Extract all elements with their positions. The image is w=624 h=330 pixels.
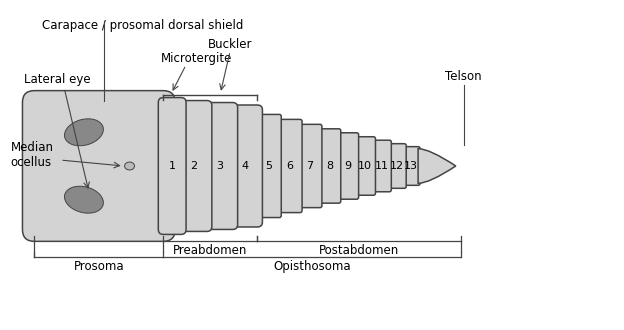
Text: Prosoma: Prosoma (74, 260, 124, 273)
FancyBboxPatch shape (337, 133, 359, 199)
Text: 11: 11 (374, 161, 388, 171)
Text: Telson: Telson (446, 70, 482, 83)
Text: Postabdomen: Postabdomen (319, 244, 399, 257)
Ellipse shape (64, 186, 104, 213)
FancyBboxPatch shape (298, 124, 322, 208)
Text: 3: 3 (217, 161, 223, 171)
FancyBboxPatch shape (255, 115, 281, 217)
Text: 6: 6 (286, 161, 293, 171)
Text: Median
ocellus: Median ocellus (11, 141, 54, 169)
FancyBboxPatch shape (176, 101, 212, 231)
PathPatch shape (418, 148, 456, 183)
Text: 7: 7 (306, 161, 314, 171)
FancyBboxPatch shape (388, 144, 406, 188)
FancyBboxPatch shape (228, 105, 263, 227)
Text: 5: 5 (265, 161, 272, 171)
Text: 8: 8 (326, 161, 333, 171)
Text: 9: 9 (344, 161, 351, 171)
Text: Opisthosoma: Opisthosoma (273, 260, 351, 273)
Text: 2: 2 (190, 161, 198, 171)
Text: Preabdomen: Preabdomen (173, 244, 248, 257)
Text: 10: 10 (358, 161, 372, 171)
FancyBboxPatch shape (202, 103, 238, 229)
Text: 1: 1 (168, 161, 176, 171)
Text: 13: 13 (404, 161, 418, 171)
Text: Lateral eye: Lateral eye (24, 73, 91, 86)
Ellipse shape (125, 162, 135, 170)
FancyBboxPatch shape (354, 137, 376, 195)
FancyBboxPatch shape (22, 91, 175, 241)
Ellipse shape (64, 119, 104, 146)
FancyBboxPatch shape (158, 98, 186, 234)
FancyBboxPatch shape (277, 119, 302, 213)
Text: Microtergite: Microtergite (161, 52, 233, 65)
Text: Buckler: Buckler (208, 38, 253, 51)
FancyBboxPatch shape (402, 147, 420, 185)
FancyBboxPatch shape (371, 140, 391, 192)
Text: Carapace / prosomal dorsal shield: Carapace / prosomal dorsal shield (42, 19, 243, 32)
FancyBboxPatch shape (318, 129, 341, 203)
Text: 4: 4 (241, 161, 248, 171)
Text: 12: 12 (390, 161, 404, 171)
